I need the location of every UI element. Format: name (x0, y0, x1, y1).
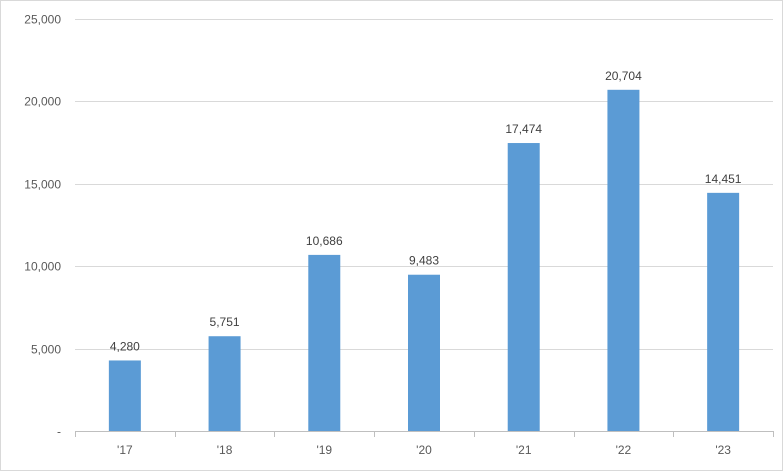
x-axis-ticks: '17 '18 '19 '20 '21 '22 '23 (117, 443, 731, 457)
bars (108, 89, 740, 431)
bar (308, 254, 341, 431)
y-tick-label: 10,000 (24, 260, 61, 274)
y-tick-label: 5,000 (31, 343, 61, 357)
data-label: 20,704 (605, 69, 642, 83)
gridlines (75, 19, 774, 437)
y-tick-label: 20,000 (24, 95, 61, 109)
y-tick-label: 15,000 (24, 178, 61, 192)
y-axis-ticks: - 5,000 10,000 15,000 20,000 25,000 (24, 13, 61, 439)
x-tick-label: '20 (416, 443, 432, 457)
x-tick-label: '19 (316, 443, 332, 457)
data-label: 9,483 (409, 254, 439, 268)
x-tick-label: '21 (516, 443, 532, 457)
data-labels: 4,280 5,751 10,686 9,483 17,474 20,704 14,451 (110, 69, 742, 354)
bar (108, 360, 141, 431)
bar (607, 89, 640, 431)
bar (208, 336, 241, 431)
x-tick-label: '22 (616, 443, 632, 457)
y-tick-label: 25,000 (24, 13, 61, 27)
x-tick-label: '18 (217, 443, 233, 457)
data-label: 14,451 (705, 172, 742, 186)
data-label: 17,474 (505, 122, 542, 136)
data-label: 4,280 (110, 339, 140, 353)
data-label: 5,751 (210, 315, 240, 329)
x-tick-label: '17 (117, 443, 133, 457)
bar (408, 274, 440, 431)
data-label: 10,686 (306, 234, 343, 248)
x-tick-label: '23 (715, 443, 731, 457)
y-tick-label: - (57, 425, 61, 439)
bar (707, 192, 740, 431)
bar (507, 143, 540, 431)
